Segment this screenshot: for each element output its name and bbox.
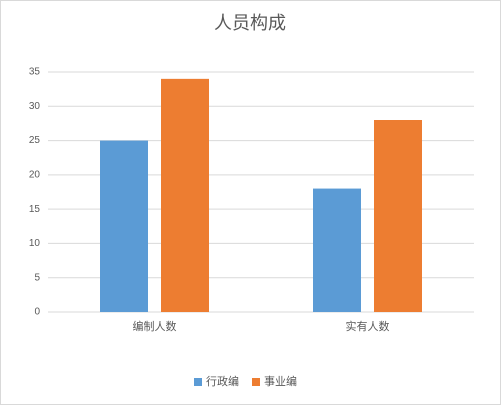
bar xyxy=(374,120,422,312)
bar xyxy=(313,188,361,312)
x-tick-label: 实有人数 xyxy=(346,319,390,333)
bar xyxy=(100,140,148,312)
y-tick-label: 15 xyxy=(29,204,41,215)
y-tick-label: 30 xyxy=(29,101,41,112)
y-tick-label: 20 xyxy=(29,169,41,180)
y-tick-label: 10 xyxy=(29,238,41,249)
legend-swatch xyxy=(194,378,202,386)
legend-label: 行政编 xyxy=(206,374,239,388)
y-tick-label: 5 xyxy=(34,272,40,283)
chart-title: 人员构成 xyxy=(214,13,286,33)
legend-swatch xyxy=(252,378,260,386)
x-tick-label: 编制人数 xyxy=(133,319,177,333)
legend-label: 事业编 xyxy=(264,374,297,388)
y-tick-label: 35 xyxy=(29,67,41,78)
bar xyxy=(161,78,209,312)
y-tick-label: 25 xyxy=(29,135,41,146)
y-tick-label: 0 xyxy=(34,307,40,318)
